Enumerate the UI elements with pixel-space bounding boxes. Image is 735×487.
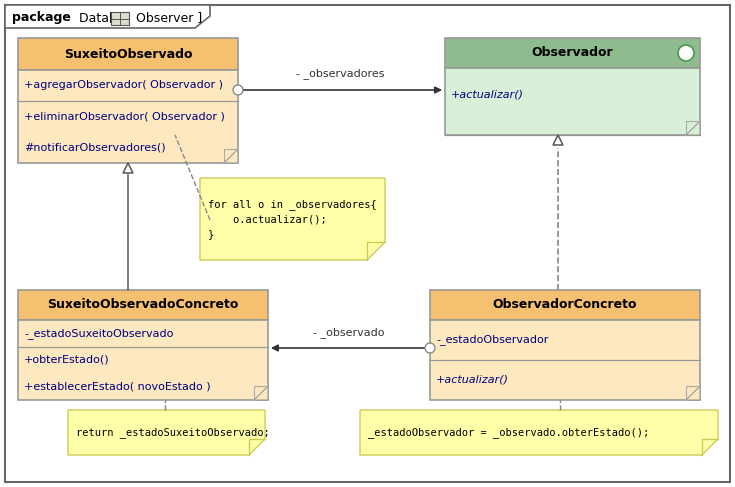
Bar bbox=[18, 38, 238, 70]
Polygon shape bbox=[123, 163, 133, 173]
Text: +obterEstado(): +obterEstado() bbox=[24, 355, 110, 365]
Polygon shape bbox=[68, 410, 265, 455]
Text: - _observado: - _observado bbox=[313, 327, 384, 338]
Circle shape bbox=[233, 85, 243, 95]
Text: Observer ]: Observer ] bbox=[132, 12, 202, 24]
Text: Data[: Data[ bbox=[75, 12, 114, 24]
Polygon shape bbox=[5, 5, 210, 28]
Circle shape bbox=[425, 343, 435, 353]
Bar bbox=[18, 290, 268, 320]
Bar bbox=[445, 68, 700, 135]
Text: +actualizar(): +actualizar() bbox=[436, 375, 509, 385]
Bar bbox=[111, 12, 129, 25]
Text: _estadoObservador = _observado.obterEstado();: _estadoObservador = _observado.obterEsta… bbox=[368, 427, 649, 438]
Bar bbox=[445, 38, 700, 68]
Text: Observador: Observador bbox=[531, 46, 613, 59]
Text: - _observadores: - _observadores bbox=[295, 68, 384, 79]
Circle shape bbox=[678, 45, 694, 61]
Bar bbox=[430, 290, 700, 320]
Text: SuxeitoObservadoConcreto: SuxeitoObservadoConcreto bbox=[47, 299, 239, 312]
Polygon shape bbox=[553, 135, 563, 145]
Text: SuxeitoObservado: SuxeitoObservado bbox=[64, 48, 193, 60]
Text: -_estadoObservador: -_estadoObservador bbox=[436, 335, 548, 345]
Polygon shape bbox=[686, 386, 700, 400]
Text: +actualizar(): +actualizar() bbox=[451, 90, 524, 100]
Polygon shape bbox=[200, 178, 385, 260]
Bar bbox=[18, 70, 238, 163]
Text: #notificarObservadores(): #notificarObservadores() bbox=[24, 143, 165, 152]
Text: return _estadoSuxeitoObservado;: return _estadoSuxeitoObservado; bbox=[76, 427, 270, 438]
Text: for all o in _observadores{
    o.actualizar();
}: for all o in _observadores{ o.actualizar… bbox=[208, 199, 377, 239]
Text: +establecerEstado( novoEstado ): +establecerEstado( novoEstado ) bbox=[24, 382, 211, 392]
Bar bbox=[430, 320, 700, 400]
Polygon shape bbox=[254, 386, 268, 400]
Text: package: package bbox=[12, 12, 71, 24]
Text: ObservadorConcreto: ObservadorConcreto bbox=[492, 299, 637, 312]
Bar bbox=[18, 320, 268, 400]
Polygon shape bbox=[224, 149, 238, 163]
Polygon shape bbox=[360, 410, 718, 455]
Text: +eliminarObservador( Observador ): +eliminarObservador( Observador ) bbox=[24, 112, 225, 121]
Polygon shape bbox=[686, 121, 700, 135]
Text: +agregarObservador( Observador ): +agregarObservador( Observador ) bbox=[24, 80, 223, 91]
Text: -_estadoSuxeitoObservado: -_estadoSuxeitoObservado bbox=[24, 328, 173, 339]
